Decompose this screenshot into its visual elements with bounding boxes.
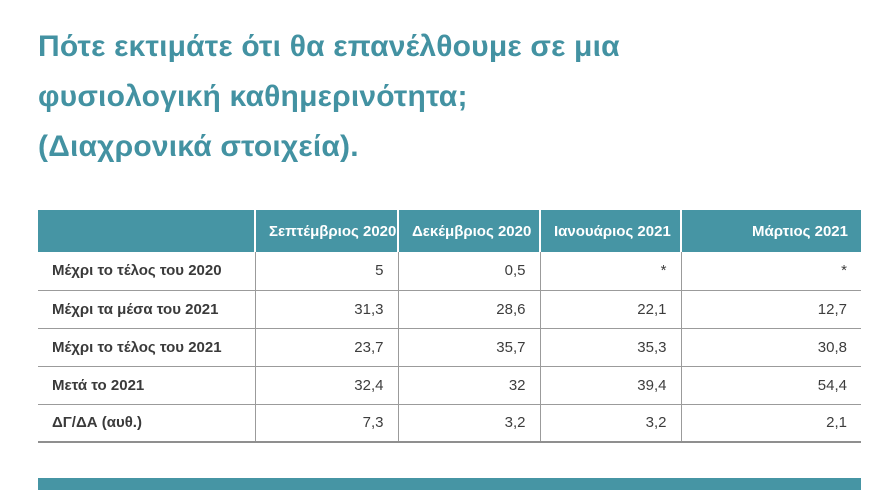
page-title-line-2: φυσιολογική καθημερινότητα;: [38, 80, 468, 113]
row-label: ΔΓ/ΔΑ (αυθ.): [38, 403, 255, 442]
table-row: Μέχρι τα μέσα του 2021 31,3 28,6 22,1 12…: [38, 289, 861, 328]
cell-value: 30,8: [680, 327, 861, 366]
table-row: Μέχρι το τέλος του 2020 5 0,5 * *: [38, 252, 861, 290]
cell-value: 39,4: [539, 365, 681, 404]
cell-value: 32: [397, 365, 540, 404]
table-header-sep-2020: Σεπτέμβριος 2020: [254, 210, 398, 252]
page-title-line-3: (Διαχρονικά στοιχεία).: [38, 130, 359, 163]
results-table: Σεπτέμβριος 2020 Δεκέμβριος 2020 Ιανουάρ…: [38, 210, 861, 443]
cell-value: 0,5: [397, 252, 540, 290]
cell-value: 23,7: [254, 327, 398, 366]
cell-value: 12,7: [680, 289, 861, 328]
row-label: Μέχρι τα μέσα του 2021: [38, 289, 255, 328]
cell-value: 7,3: [254, 403, 398, 442]
cell-value: 35,3: [539, 327, 681, 366]
cell-value: 32,4: [254, 365, 398, 404]
row-label: Μέχρι το τέλος του 2020: [38, 252, 255, 290]
cell-value: 28,6: [397, 289, 540, 328]
table-header-mar-2021: Μάρτιος 2021: [680, 210, 861, 252]
cell-value: 2,1: [680, 403, 861, 442]
cell-value: 31,3: [254, 289, 398, 328]
cell-value: 5: [254, 252, 398, 290]
page-title: Πότε εκτιμάτε ότι θα επανέλθουμε σε μια …: [38, 22, 620, 172]
table-header-row: Σεπτέμβριος 2020 Δεκέμβριος 2020 Ιανουάρ…: [38, 210, 861, 252]
cell-value: 54,4: [680, 365, 861, 404]
page-title-line-1: Πότε εκτιμάτε ότι θα επανέλθουμε σε μια: [38, 30, 620, 63]
table-header-dec-2020: Δεκέμβριος 2020: [397, 210, 540, 252]
row-label: Μετά το 2021: [38, 365, 255, 404]
table-row: Μετά το 2021 32,4 32 39,4 54,4: [38, 365, 861, 404]
cell-value: 3,2: [539, 403, 681, 442]
cell-value: 22,1: [539, 289, 681, 328]
table-header-empty: [38, 210, 255, 252]
table-row: ΔΓ/ΔΑ (αυθ.) 7,3 3,2 3,2 2,1: [38, 403, 861, 442]
row-label: Μέχρι το τέλος του 2021: [38, 327, 255, 366]
table-header-jan-2021: Ιανουάριος 2021: [539, 210, 681, 252]
cell-value: 3,2: [397, 403, 540, 442]
cell-value: 35,7: [397, 327, 540, 366]
cell-value: *: [680, 252, 861, 290]
cell-value: *: [539, 252, 681, 290]
footer-accent-bar: [38, 478, 861, 490]
table-row: Μέχρι το τέλος του 2021 23,7 35,7 35,3 3…: [38, 327, 861, 366]
